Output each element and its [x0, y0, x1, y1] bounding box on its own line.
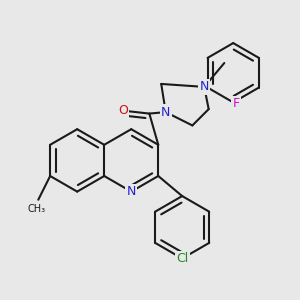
Text: N: N [200, 80, 209, 93]
Text: CH₃: CH₃ [28, 204, 46, 214]
Text: Cl: Cl [176, 252, 188, 265]
Text: O: O [118, 104, 128, 117]
Text: N: N [161, 106, 170, 118]
Text: F: F [232, 98, 240, 110]
Text: N: N [127, 185, 136, 198]
